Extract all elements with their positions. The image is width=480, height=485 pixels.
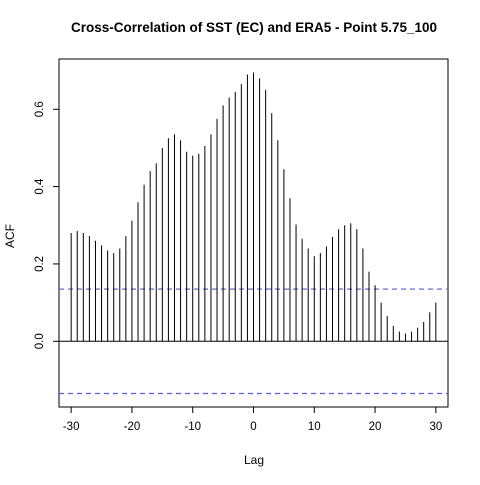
chart-title: Cross-Correlation of SST (EC) and ERA5 -… xyxy=(71,20,437,35)
x-tick-label: 0 xyxy=(250,421,256,433)
x-tick-label: -10 xyxy=(184,421,201,433)
y-tick-label: 0.4 xyxy=(34,178,46,195)
y-axis-label: ACF xyxy=(3,224,17,248)
x-axis-label: Lag xyxy=(244,453,264,467)
x-tick-label: 10 xyxy=(308,421,321,433)
x-tick-label: -20 xyxy=(124,421,141,433)
y-tick-label: 0.2 xyxy=(34,256,46,272)
y-tick-label: 0.0 xyxy=(34,333,46,349)
x-tick-label: 20 xyxy=(369,421,382,433)
y-tick-label: 0.6 xyxy=(34,101,46,117)
x-tick-label: -30 xyxy=(63,421,80,433)
x-tick-label: 30 xyxy=(429,421,442,433)
